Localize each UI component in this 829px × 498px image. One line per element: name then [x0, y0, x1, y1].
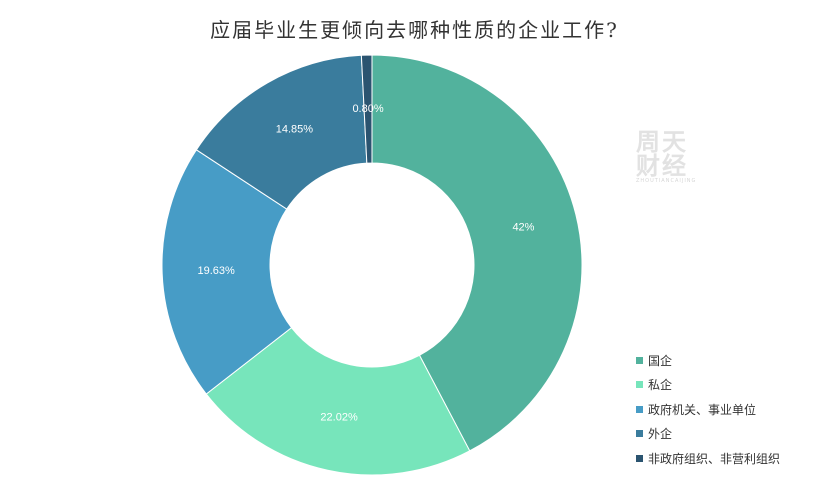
legend-label-1: 国企	[648, 353, 673, 368]
legend-label-4: 外企	[648, 427, 673, 442]
chart-title: 应届毕业生更倾向去哪种性质的企业工作?	[210, 18, 619, 42]
legend-label-5: 非政府组织、非营利组织	[648, 451, 781, 466]
legend-item-2[interactable]: 私企	[636, 373, 780, 398]
slice-label-4: 14.85%	[276, 124, 314, 136]
watermark-line3: ZHOUTIANCAIJING	[636, 178, 697, 184]
legend-swatch-4	[636, 430, 643, 438]
watermark-line2: 财经	[636, 152, 688, 180]
slice-5[interactable]	[360, 54, 373, 164]
slice-2[interactable]	[205, 326, 471, 476]
legend-item-3[interactable]: 政府机关、事业单位	[636, 397, 780, 422]
legend-label-2: 私企	[648, 378, 673, 393]
watermark-line1: 周天	[636, 128, 688, 156]
legend-item-5[interactable]: 非政府组织、非营利组织	[636, 446, 780, 471]
chart-legend: 国企私企政府机关、事业单位 外企非政府组织、非营利组织	[636, 348, 780, 471]
legend-swatch-1	[636, 356, 643, 364]
slice-label-2: 22.02%	[320, 411, 358, 423]
legend-item-1[interactable]: 国企	[636, 348, 780, 373]
legend-swatch-5	[636, 454, 643, 462]
slice-4[interactable]	[195, 54, 368, 210]
slice-label-1: 42%	[512, 222, 534, 234]
slice-3[interactable]	[161, 149, 293, 395]
legend-swatch-2	[636, 381, 643, 389]
legend-swatch-3	[636, 405, 643, 413]
legend-item-4[interactable]: 外企	[636, 422, 780, 447]
slice-label-5: 0.80%	[352, 103, 383, 115]
watermark-logo: 周天 财经 ZHOUTIANCAIJING	[636, 130, 706, 184]
legend-label-3: 政府机关、事业单位	[648, 402, 757, 417]
slice-label-3: 19.63%	[197, 265, 235, 277]
slice-1[interactable]	[371, 54, 583, 452]
